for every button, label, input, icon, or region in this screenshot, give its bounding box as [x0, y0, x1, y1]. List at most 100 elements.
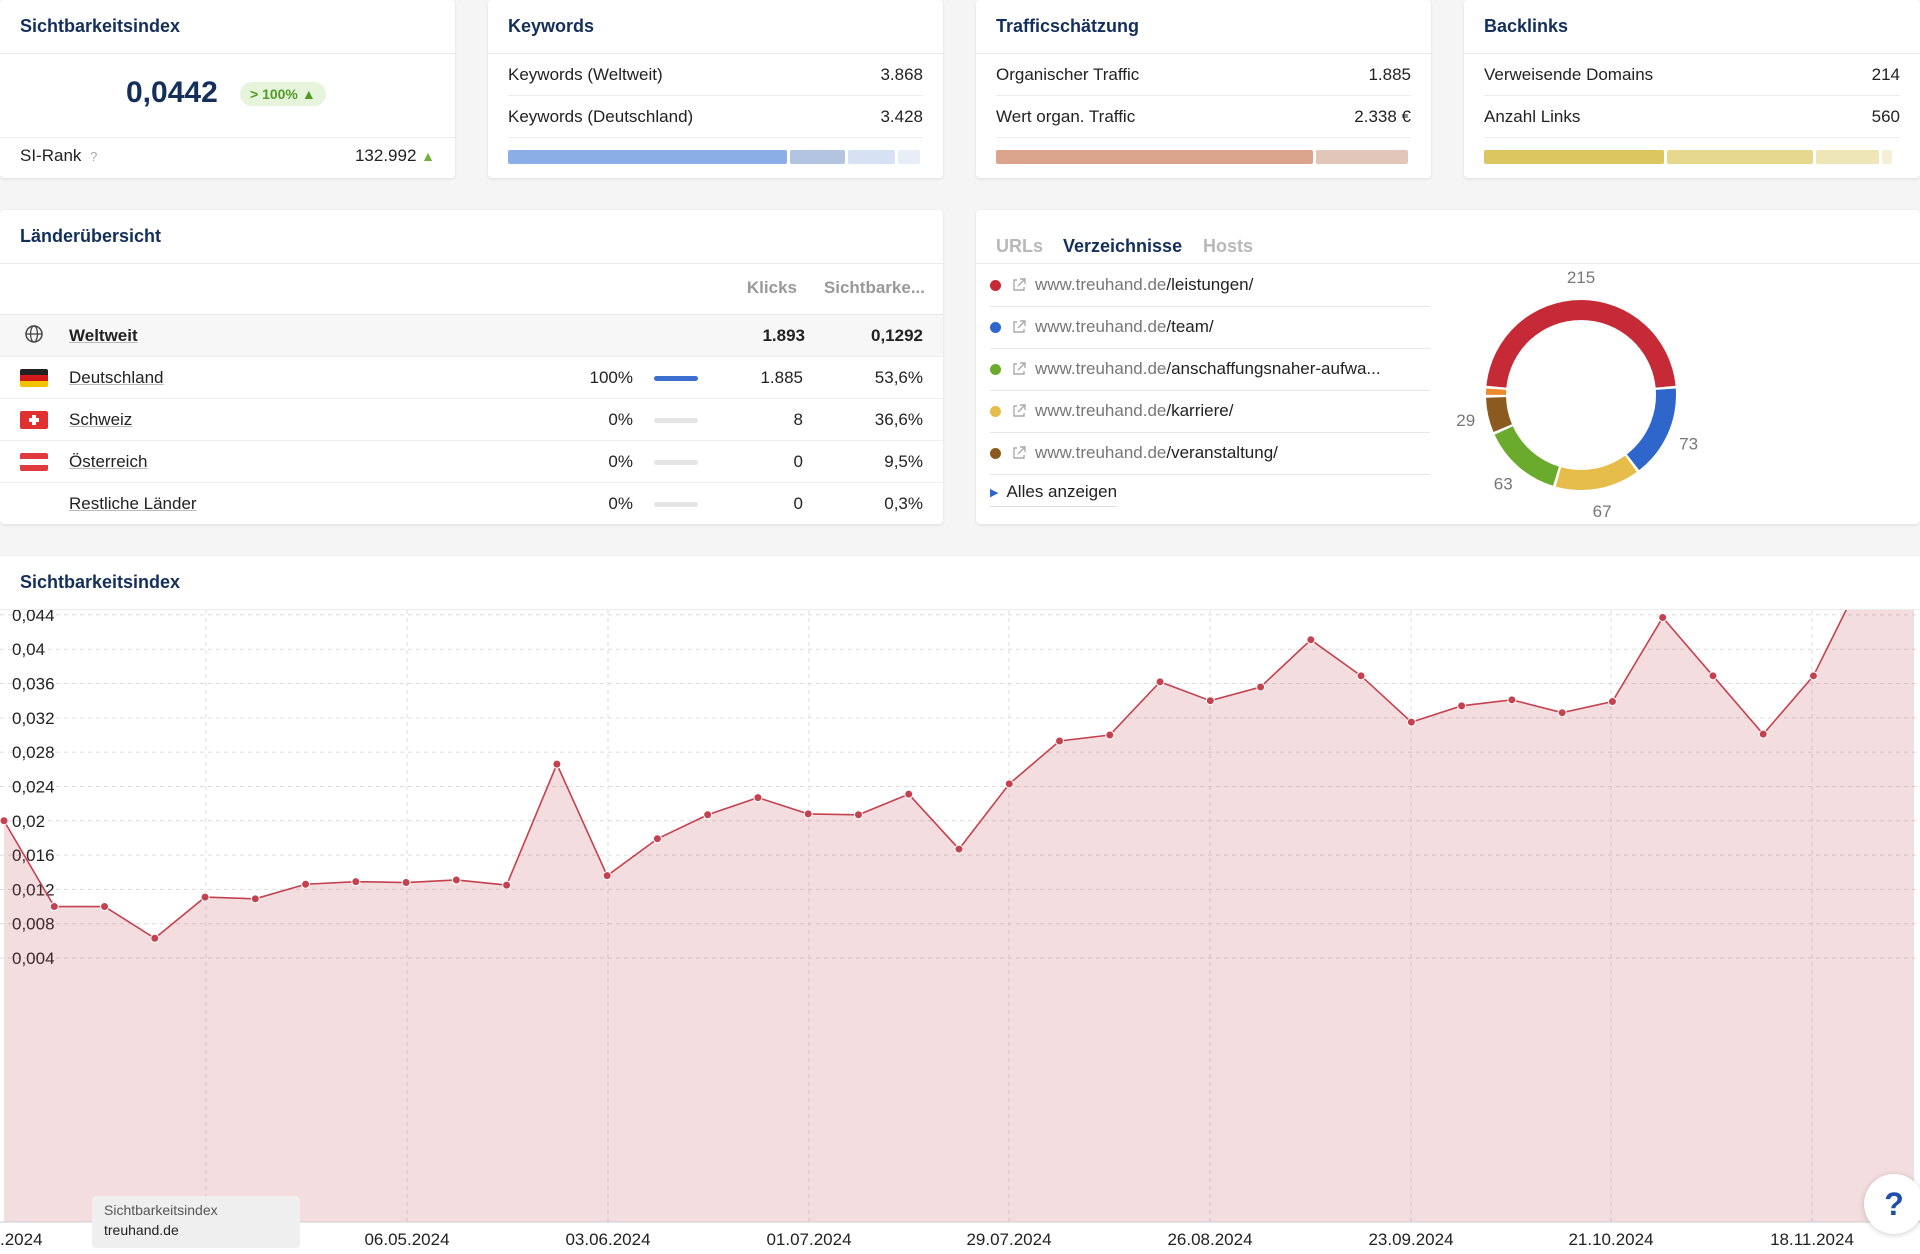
- donut-slice[interactable]: [1486, 299, 1676, 388]
- country-name[interactable]: Österreich: [69, 452, 148, 471]
- tab-urls[interactable]: URLs: [996, 236, 1044, 256]
- external-link-icon[interactable]: [1011, 277, 1027, 293]
- table-row[interactable]: Restliche Länder 0% 0 0,3%: [0, 483, 943, 524]
- kpi-label: Verweisende Domains: [1484, 64, 1654, 84]
- table-row[interactable]: Österreich 0% 0 9,5%: [0, 441, 943, 483]
- data-point[interactable]: [1205, 696, 1215, 706]
- data-point[interactable]: [1607, 697, 1617, 707]
- table-row[interactable]: Schweiz 0% 8 36,6%: [0, 399, 943, 441]
- tab-hosts[interactable]: Hosts: [1203, 236, 1254, 256]
- data-point[interactable]: [602, 871, 612, 881]
- help-icon[interactable]: ?: [90, 149, 98, 164]
- data-point[interactable]: [803, 809, 813, 819]
- data-point[interactable]: [1155, 677, 1165, 687]
- data-point[interactable]: [1457, 701, 1467, 711]
- column-header-clicks[interactable]: Klicks: [746, 278, 797, 297]
- data-point[interactable]: [1708, 671, 1718, 681]
- country-name[interactable]: Restliche Länder: [69, 494, 197, 513]
- url-domain[interactable]: www.treuhand.de: [1035, 317, 1167, 336]
- url-domain[interactable]: www.treuhand.de: [1035, 443, 1167, 462]
- kpi-label: Keywords (Weltweit): [508, 64, 663, 84]
- traffic-card: Trafficschätzung Organischer Traffic 1.8…: [976, 0, 1431, 178]
- external-link-icon[interactable]: [1011, 403, 1027, 419]
- data-point[interactable]: [351, 877, 361, 887]
- kpi-row[interactable]: Keywords (Weltweit) 3.868: [508, 54, 923, 96]
- data-point[interactable]: [1256, 682, 1266, 692]
- kpi-row[interactable]: Verweisende Domains 214: [1484, 54, 1900, 96]
- data-point[interactable]: [1507, 695, 1517, 705]
- data-point[interactable]: [1306, 635, 1316, 645]
- data-point[interactable]: [100, 902, 110, 912]
- data-point[interactable]: [652, 834, 662, 844]
- list-item[interactable]: www.treuhand.de/karriere/: [990, 390, 1430, 433]
- country-name[interactable]: Weltweit: [69, 326, 138, 345]
- url-path[interactable]: /veranstaltung/: [1166, 443, 1278, 462]
- list-item[interactable]: www.treuhand.de/team/: [990, 306, 1430, 349]
- data-point[interactable]: [703, 810, 713, 820]
- data-point[interactable]: [0, 816, 9, 826]
- si-rank-value-wrap: 132.992 ▲: [355, 146, 435, 166]
- donut-slice[interactable]: [1494, 426, 1559, 486]
- list-item[interactable]: www.treuhand.de/anschaffungsnaher-aufwa.…: [990, 348, 1430, 391]
- show-all-label: Alles anzeigen: [1006, 482, 1118, 501]
- data-point[interactable]: [150, 933, 160, 943]
- kpi-row[interactable]: Keywords (Deutschland) 3.428: [508, 96, 923, 138]
- data-point[interactable]: [1406, 717, 1416, 727]
- tab-verzeichnisse[interactable]: Verzeichnisse: [1063, 236, 1183, 256]
- data-point[interactable]: [200, 892, 210, 902]
- data-point[interactable]: [1658, 612, 1668, 622]
- data-point[interactable]: [1105, 730, 1115, 740]
- external-link-icon[interactable]: [1011, 361, 1027, 377]
- column-header-visibility[interactable]: Sichtbarke...: [823, 278, 925, 297]
- url-domain[interactable]: www.treuhand.de: [1035, 401, 1167, 420]
- data-point[interactable]: [502, 880, 512, 890]
- help-button[interactable]: ?: [1864, 1174, 1920, 1234]
- globe-icon: [24, 324, 44, 344]
- kpi-row[interactable]: Anzahl Links 560: [1484, 96, 1900, 138]
- table-row[interactable]: Weltweit 1.893 0,1292: [0, 315, 943, 357]
- external-link-icon[interactable]: [1011, 445, 1027, 461]
- list-item[interactable]: www.treuhand.de/veranstaltung/: [990, 432, 1430, 475]
- data-point[interactable]: [753, 793, 763, 803]
- show-all-link[interactable]: ▶ Alles anzeigen: [990, 482, 1118, 507]
- donut-slice[interactable]: [1486, 397, 1512, 433]
- data-point[interactable]: [451, 875, 461, 885]
- country-name[interactable]: Schweiz: [69, 410, 133, 429]
- data-point[interactable]: [904, 789, 914, 799]
- url-domain[interactable]: www.treuhand.de: [1035, 359, 1167, 378]
- donut-label: 29: [1456, 411, 1475, 430]
- data-point[interactable]: [1758, 729, 1768, 739]
- data-point[interactable]: [250, 894, 260, 904]
- external-link-icon[interactable]: [1011, 319, 1027, 335]
- url-path[interactable]: /leistungen/: [1166, 275, 1254, 294]
- list-item[interactable]: www.treuhand.de/leistungen/: [990, 264, 1430, 307]
- data-point[interactable]: [301, 879, 311, 889]
- y-tick-label: 0,008: [12, 915, 55, 934]
- data-point[interactable]: [401, 878, 411, 888]
- url-path[interactable]: /karriere/: [1166, 401, 1234, 420]
- data-point[interactable]: [853, 810, 863, 820]
- url-path[interactable]: /anschaffungsnaher-aufwa...: [1166, 359, 1381, 378]
- url-path[interactable]: /team/: [1166, 317, 1214, 336]
- si-change-badge: > 100% ▲: [240, 82, 326, 106]
- data-point[interactable]: [1356, 671, 1366, 681]
- donut-slice[interactable]: [1486, 388, 1507, 395]
- kpi-row[interactable]: Organischer Traffic 1.885: [996, 54, 1411, 96]
- kpi-row[interactable]: Wert organ. Traffic 2.338 €: [996, 96, 1411, 138]
- data-point[interactable]: [1808, 671, 1818, 681]
- donut-slice[interactable]: [1626, 388, 1676, 471]
- data-point[interactable]: [1004, 779, 1014, 789]
- data-point[interactable]: [552, 759, 562, 769]
- donut-slice[interactable]: [1555, 455, 1637, 490]
- data-point[interactable]: [1055, 736, 1065, 746]
- y-tick-label: 0,02: [12, 812, 45, 831]
- data-point[interactable]: [1557, 708, 1567, 718]
- table-row[interactable]: Deutschland 100% 1.885 53,6%: [0, 357, 943, 399]
- country-name[interactable]: Deutschland: [69, 368, 164, 387]
- kpi-value: 3.868: [880, 64, 923, 84]
- si-card-title: Sichtbarkeitsindex: [20, 16, 181, 36]
- data-point[interactable]: [954, 844, 964, 854]
- legend-dot: [990, 405, 1001, 417]
- url-domain[interactable]: www.treuhand.de: [1035, 275, 1167, 294]
- data-point[interactable]: [49, 902, 59, 912]
